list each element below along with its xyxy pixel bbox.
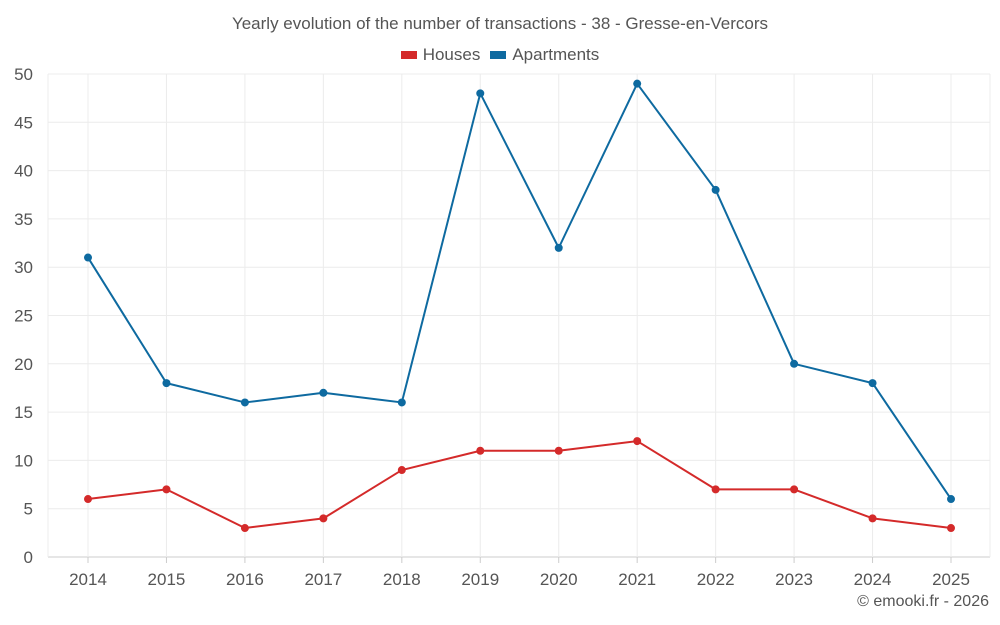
- x-tick-label: 2018: [383, 570, 421, 589]
- data-point-apartments: [554, 243, 563, 252]
- x-tick-label: 2023: [775, 570, 813, 589]
- data-point-apartments: [711, 185, 720, 194]
- x-tick-label: 2015: [148, 570, 186, 589]
- y-tick-label: 50: [14, 65, 33, 84]
- data-point-apartments: [162, 379, 171, 388]
- data-point-apartments: [397, 398, 406, 407]
- y-tick-label: 5: [24, 500, 33, 519]
- legend-label-houses: Houses: [422, 45, 481, 64]
- y-tick-label: 10: [14, 451, 33, 470]
- legend-swatch-houses: [400, 51, 417, 59]
- x-tick-label: 2025: [932, 570, 970, 589]
- data-point-houses: [84, 495, 92, 504]
- x-tick-label: 2017: [304, 570, 342, 589]
- y-tick-label: 30: [14, 258, 33, 277]
- x-tick-label: 2024: [854, 570, 892, 589]
- data-point-apartments: [476, 89, 485, 98]
- data-point-houses: [633, 437, 642, 446]
- data-point-houses: [790, 485, 799, 494]
- data-point-apartments: [633, 79, 642, 88]
- data-point-apartments: [790, 359, 799, 368]
- x-tick-label: 2020: [540, 570, 578, 589]
- data-point-apartments: [868, 379, 877, 388]
- legend-label-apartments: Apartments: [512, 45, 600, 64]
- data-point-houses: [554, 446, 563, 455]
- x-tick-label: 2014: [69, 570, 107, 589]
- series-line-houses: [87, 440, 952, 530]
- data-point-apartments: [84, 253, 92, 262]
- y-tick-label: 45: [14, 113, 33, 132]
- data-point-houses: [711, 485, 720, 494]
- data-point-apartments: [947, 495, 955, 504]
- data-point-houses: [868, 514, 877, 523]
- x-tick-label: 2016: [226, 570, 264, 589]
- legend-item-apartments[interactable]: Apartments: [490, 45, 599, 65]
- legend: Houses Apartments: [0, 45, 1000, 65]
- chart-title: Yearly evolution of the number of transa…: [231, 14, 769, 33]
- y-tick-label: 15: [14, 403, 33, 422]
- data-point-houses: [162, 485, 171, 494]
- series-line-apartments: [87, 82, 952, 500]
- data-point-houses: [240, 524, 249, 533]
- legend-item-houses[interactable]: Houses: [400, 45, 481, 65]
- y-tick-label: 40: [14, 162, 33, 181]
- x-tick-label: 2022: [697, 570, 735, 589]
- credit-text: © emooki.fr - 2026: [857, 593, 989, 610]
- data-point-houses: [476, 446, 485, 455]
- data-point-apartments: [240, 398, 249, 407]
- y-tick-label: 25: [14, 307, 33, 326]
- data-point-apartments: [319, 388, 328, 397]
- x-tick-label: 2021: [618, 570, 656, 589]
- data-point-houses: [397, 466, 406, 475]
- y-tick-label: 20: [14, 355, 33, 374]
- data-point-houses: [319, 514, 328, 523]
- y-tick-label: 35: [14, 210, 33, 229]
- legend-swatch-apartments: [490, 51, 507, 59]
- x-tick-label: 2019: [461, 570, 499, 589]
- data-point-houses: [947, 524, 955, 533]
- y-tick-label: 0: [24, 548, 33, 567]
